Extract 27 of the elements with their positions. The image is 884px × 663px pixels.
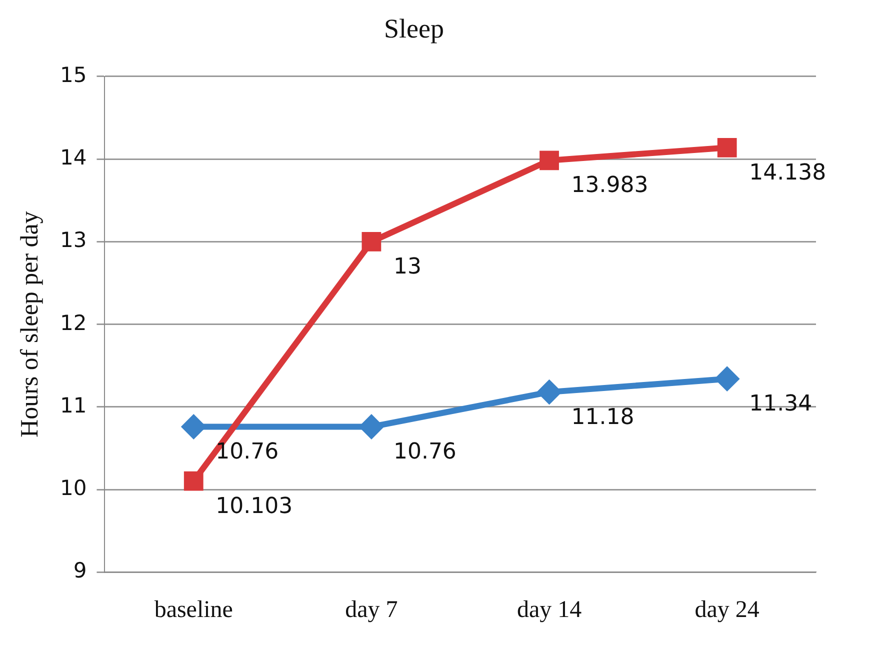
point	[714, 366, 740, 392]
data-label: 10.103	[216, 494, 293, 519]
data-label: 13	[393, 254, 422, 280]
data-label: 11.18	[571, 404, 634, 430]
data-label: 11.34	[749, 392, 812, 417]
point	[362, 232, 382, 252]
x-tick-label: day 7	[345, 596, 398, 623]
point	[540, 150, 559, 170]
chart-title: Sleep	[384, 13, 444, 44]
data-label: 10.76	[393, 439, 456, 464]
y-tick-label: 10	[60, 476, 87, 500]
point	[717, 138, 737, 158]
data-label: 14.138	[749, 160, 826, 186]
x-tick-label: day 14	[516, 596, 582, 623]
x-tick-label: baseline	[154, 596, 233, 623]
point	[536, 380, 562, 405]
y-tick-label: 13	[60, 228, 87, 252]
y-axis-title: Hours of sleep per day	[16, 210, 44, 438]
point	[184, 471, 204, 491]
data-label: 10.76	[216, 439, 279, 464]
data-label: 13.983	[571, 173, 648, 198]
y-tick-label: 9	[73, 558, 87, 583]
y-tick-label: 11	[60, 393, 87, 418]
y-tick-label: 12	[60, 310, 87, 335]
y-tick-label: 15	[60, 62, 87, 87]
x-tick-label: day 24	[694, 596, 760, 623]
y-tick-label: 14	[60, 145, 87, 170]
